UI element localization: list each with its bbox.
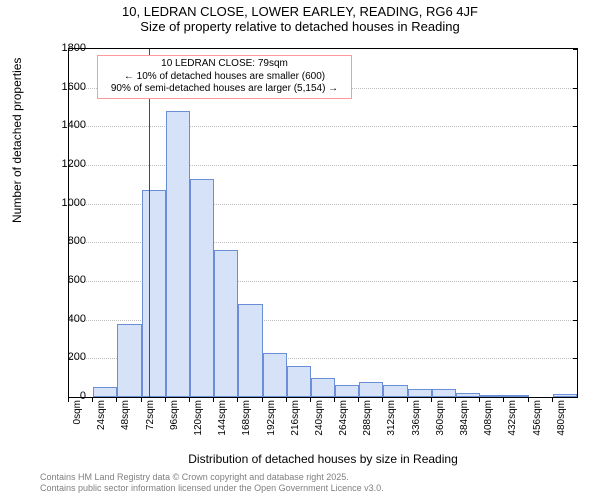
- y-tick-label: 1000: [46, 197, 86, 209]
- x-tick-mark: [92, 397, 93, 402]
- x-tick-mark: [455, 397, 456, 402]
- x-tick-label: 480sqm: [556, 400, 567, 450]
- histogram-bar: [456, 393, 480, 397]
- x-tick-mark: [528, 397, 529, 402]
- y-tick-mark: [573, 358, 578, 359]
- histogram-bar: [311, 378, 335, 397]
- x-tick-label: 0sqm: [72, 400, 83, 450]
- histogram-bar: [408, 389, 432, 397]
- histogram-bar: [383, 385, 407, 397]
- y-tick-label: 1600: [46, 81, 86, 93]
- histogram-bar: [190, 179, 214, 397]
- x-tick-mark: [431, 397, 432, 402]
- y-tick-label: 600: [46, 274, 86, 286]
- x-tick-mark: [310, 397, 311, 402]
- footer-line1: Contains HM Land Registry data © Crown c…: [40, 472, 384, 483]
- chart-container: 10, LEDRAN CLOSE, LOWER EARLEY, READING,…: [0, 0, 600, 500]
- callout-box: 10 LEDRAN CLOSE: 79sqm ← 10% of detached…: [97, 55, 352, 99]
- y-tick-mark: [573, 397, 578, 398]
- callout-line1: 10 LEDRAN CLOSE: 79sqm: [104, 58, 345, 71]
- x-tick-label: 240sqm: [314, 400, 325, 450]
- y-tick-label: 1200: [46, 158, 86, 170]
- x-tick-mark: [213, 397, 214, 402]
- x-tick-label: 288sqm: [362, 400, 373, 450]
- gridline: [69, 165, 577, 166]
- histogram-bar: [553, 394, 577, 397]
- x-tick-label: 360sqm: [435, 400, 446, 450]
- y-tick-label: 400: [46, 313, 86, 325]
- y-tick-mark: [573, 165, 578, 166]
- y-tick-mark: [573, 242, 578, 243]
- y-tick-mark: [573, 281, 578, 282]
- y-tick-mark: [573, 88, 578, 89]
- histogram-bar: [93, 387, 117, 397]
- gridline: [69, 126, 577, 127]
- x-tick-mark: [189, 397, 190, 402]
- y-tick-label: 200: [46, 351, 86, 363]
- x-tick-label: 120sqm: [193, 400, 204, 450]
- title-block: 10, LEDRAN CLOSE, LOWER EARLEY, READING,…: [0, 4, 600, 34]
- histogram-bar: [214, 250, 238, 397]
- y-tick-mark: [573, 320, 578, 321]
- x-tick-mark: [479, 397, 480, 402]
- plot-area: 10 LEDRAN CLOSE: 79sqm ← 10% of detached…: [68, 48, 578, 398]
- x-tick-label: 408sqm: [483, 400, 494, 450]
- x-tick-label: 96sqm: [169, 400, 180, 450]
- y-tick-mark: [573, 204, 578, 205]
- callout-line3: 90% of semi-detached houses are larger (…: [104, 83, 345, 96]
- x-tick-label: 144sqm: [217, 400, 228, 450]
- x-tick-label: 456sqm: [532, 400, 543, 450]
- x-axis-label: Distribution of detached houses by size …: [68, 452, 578, 466]
- x-tick-mark: [286, 397, 287, 402]
- x-tick-mark: [237, 397, 238, 402]
- title-address: 10, LEDRAN CLOSE, LOWER EARLEY, READING,…: [0, 4, 600, 19]
- histogram-bar: [142, 190, 166, 397]
- x-tick-label: 432sqm: [507, 400, 518, 450]
- x-tick-label: 192sqm: [266, 400, 277, 450]
- x-tick-label: 216sqm: [290, 400, 301, 450]
- callout-line2: ← 10% of detached houses are smaller (60…: [104, 71, 345, 84]
- histogram-bar: [166, 111, 190, 397]
- y-tick-label: 800: [46, 235, 86, 247]
- x-tick-mark: [358, 397, 359, 402]
- x-tick-label: 384sqm: [459, 400, 470, 450]
- x-tick-label: 24sqm: [96, 400, 107, 450]
- x-tick-label: 312sqm: [386, 400, 397, 450]
- x-tick-mark: [165, 397, 166, 402]
- y-tick-mark: [573, 49, 578, 50]
- x-tick-label: 336sqm: [411, 400, 422, 450]
- x-tick-mark: [262, 397, 263, 402]
- x-tick-mark: [407, 397, 408, 402]
- y-tick-mark: [573, 126, 578, 127]
- histogram-bar: [359, 382, 383, 397]
- x-tick-label: 72sqm: [145, 400, 156, 450]
- x-tick-mark: [503, 397, 504, 402]
- histogram-bar: [263, 353, 287, 397]
- x-tick-mark: [68, 397, 69, 402]
- x-tick-label: 48sqm: [120, 400, 131, 450]
- histogram-bar: [480, 395, 504, 397]
- histogram-bar: [117, 324, 141, 397]
- y-tick-label: 1400: [46, 119, 86, 131]
- y-axis-label: Number of detached properties: [10, 58, 24, 223]
- histogram-bar: [504, 395, 528, 397]
- histogram-bar: [238, 304, 262, 397]
- footer-attribution: Contains HM Land Registry data © Crown c…: [40, 472, 384, 494]
- title-subtitle: Size of property relative to detached ho…: [0, 19, 600, 34]
- x-tick-mark: [552, 397, 553, 402]
- marker-line: [149, 49, 150, 397]
- y-tick-label: 1800: [46, 42, 86, 54]
- histogram-bar: [335, 385, 359, 397]
- x-tick-mark: [382, 397, 383, 402]
- histogram-bar: [287, 366, 311, 397]
- footer-line2: Contains public sector information licen…: [40, 483, 384, 494]
- x-tick-mark: [141, 397, 142, 402]
- x-tick-mark: [116, 397, 117, 402]
- x-tick-label: 168sqm: [241, 400, 252, 450]
- x-tick-label: 264sqm: [338, 400, 349, 450]
- histogram-bar: [432, 389, 456, 397]
- x-tick-mark: [334, 397, 335, 402]
